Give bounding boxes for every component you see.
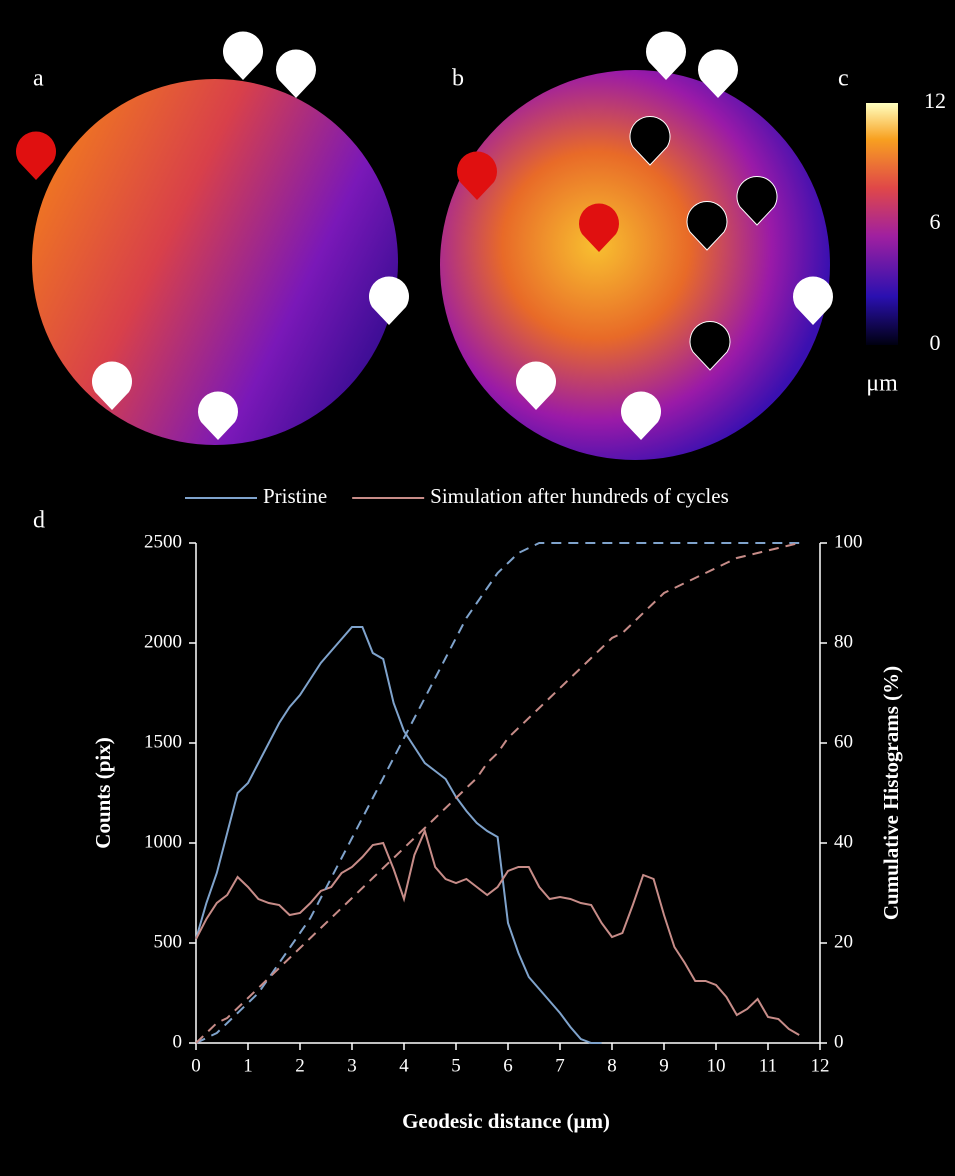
panel-label: a	[33, 66, 44, 92]
colorbar-unit: μm	[866, 371, 898, 397]
x-tick-label: 5	[451, 1055, 461, 1076]
x-tick-label: 12	[811, 1055, 830, 1076]
panel-label: b	[452, 66, 464, 92]
y2-tick-label: 60	[834, 731, 853, 752]
x-tick-label: 1	[243, 1055, 253, 1076]
x-tick-label: 11	[759, 1055, 777, 1076]
y2-tick-label: 80	[834, 631, 853, 652]
panel-label: c	[838, 66, 849, 92]
pin	[689, 321, 731, 371]
cumulative-line	[195, 542, 800, 1044]
legend-label: Simulation after hundreds of cycles	[430, 484, 729, 508]
pin	[646, 31, 686, 80]
pin	[16, 131, 57, 180]
y2-tick-label: 0	[834, 1031, 844, 1052]
x-tick-label: 10	[707, 1055, 726, 1076]
x-tick-label: 2	[295, 1055, 305, 1076]
cumulative-line	[195, 542, 800, 1044]
pin	[793, 276, 834, 325]
y-tick-label: 2500	[144, 531, 182, 552]
pin	[736, 176, 778, 226]
pin	[629, 116, 671, 166]
x-tick-label: 9	[659, 1055, 669, 1076]
x-tick-label: 0	[191, 1055, 201, 1076]
pin	[369, 276, 410, 325]
colorbar-tick-label: 12	[924, 88, 946, 113]
x-tick-label: 4	[399, 1055, 409, 1076]
pin	[198, 391, 238, 440]
red-pins	[16, 131, 619, 252]
pin	[698, 49, 738, 98]
colorbar-tick-label: 0	[930, 330, 941, 355]
y2-tick-label: 20	[834, 931, 853, 952]
pin	[686, 201, 728, 251]
y-tick-label: 1500	[144, 731, 182, 752]
colorbar-tick-label: 6	[930, 209, 941, 234]
pin	[516, 361, 556, 410]
pin	[276, 49, 316, 98]
panel-label: d	[33, 508, 45, 534]
y2-tick-label: 40	[834, 831, 853, 852]
count-line	[195, 626, 602, 1044]
pin	[579, 203, 619, 252]
colorbar	[866, 103, 898, 345]
x-axis-title: Geodesic distance (μm)	[402, 1109, 610, 1133]
y-tick-label: 500	[154, 931, 183, 952]
pins	[92, 31, 834, 440]
y2-tick-label: 100	[834, 531, 863, 552]
pin	[457, 151, 497, 200]
pin	[92, 361, 133, 410]
y-axis-title: Counts (pix)	[91, 737, 115, 848]
legend: Pristine Simulation after hundreds of cyc…	[185, 484, 729, 508]
pin	[621, 391, 661, 440]
count-line	[195, 828, 800, 1036]
y2-axis-title: Cumulative Histograms (%)	[879, 666, 903, 920]
y-tick-label: 2000	[144, 631, 182, 652]
height-map-a	[32, 79, 398, 445]
legend-label: Pristine	[263, 484, 327, 508]
y-tick-label: 0	[173, 1031, 183, 1052]
pin	[223, 31, 263, 80]
dark-pins	[629, 116, 778, 371]
x-tick-label: 7	[555, 1055, 565, 1076]
x-tick-label: 6	[503, 1055, 513, 1076]
x-tick-label: 8	[607, 1055, 617, 1076]
x-tick-label: 3	[347, 1055, 357, 1076]
y-tick-label: 1000	[144, 831, 182, 852]
